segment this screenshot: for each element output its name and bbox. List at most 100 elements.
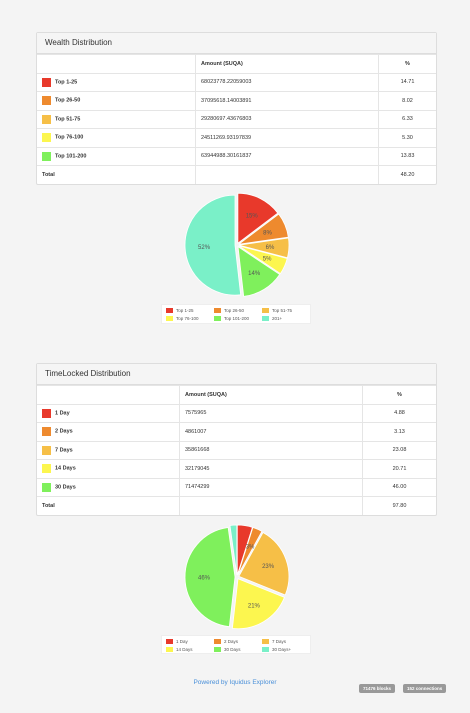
legend-swatch bbox=[214, 308, 221, 314]
row-label: Top 101-200 bbox=[55, 153, 87, 160]
row-label: Top 1-25 bbox=[55, 79, 78, 86]
pie-slice[interactable] bbox=[231, 578, 285, 630]
legend-item: 7 Days bbox=[262, 638, 286, 645]
row-label-cell: Top 26-50 bbox=[37, 91, 196, 110]
pie-slice[interactable] bbox=[229, 524, 238, 576]
pie-slice[interactable] bbox=[237, 245, 281, 297]
pie-slice[interactable] bbox=[238, 531, 290, 596]
color-swatch bbox=[42, 464, 51, 474]
timelocked-distribution-table: Amount (SUQA) % 1 Day 7575965 4.88 2 Days 48… bbox=[37, 385, 436, 515]
row-label-cell: 14 Days bbox=[37, 459, 180, 478]
row-label-cell: 2 Days bbox=[37, 422, 180, 441]
pie-slice-label: 15% bbox=[246, 213, 259, 219]
wealth-distribution-panel: Wealth Distribution Amount (SUQA) % Top … bbox=[36, 32, 437, 185]
legend-label: 2 Days bbox=[224, 639, 239, 644]
legend-label: Top 51-75 bbox=[272, 308, 293, 313]
total-label: Total bbox=[37, 165, 196, 184]
table-row: 14 Days 32179045 20.71 bbox=[37, 459, 436, 478]
row-amount: 68023778.22059003 bbox=[195, 72, 379, 92]
wealth-distribution-table: Amount (SUQA) % Top 1-25 68023778.2205900… bbox=[37, 54, 436, 184]
legend-swatch bbox=[166, 316, 173, 322]
row-amount: 71474299 bbox=[179, 477, 363, 497]
pie-slice[interactable] bbox=[236, 524, 253, 576]
row-percent: 4.88 bbox=[362, 403, 436, 423]
pie-slice-label: 8% bbox=[263, 230, 272, 236]
row-percent: 6.33 bbox=[378, 109, 436, 129]
legend-swatch bbox=[214, 639, 221, 645]
color-swatch bbox=[42, 445, 51, 455]
color-swatch bbox=[42, 133, 51, 143]
legend-label: 30 Days+ bbox=[272, 647, 292, 652]
row-amount: 24511269.93197839 bbox=[195, 128, 379, 147]
legend-swatch bbox=[166, 647, 173, 653]
header-label bbox=[37, 54, 196, 73]
row-label-cell: Top 76-100 bbox=[37, 128, 196, 147]
legend-swatch bbox=[262, 647, 269, 653]
legend-label: Top 76-100 bbox=[176, 316, 199, 321]
row-percent: 13.83 bbox=[378, 146, 436, 166]
row-label: 14 Days bbox=[55, 465, 76, 472]
table-row: Top 76-100 24511269.93197839 5.30 bbox=[37, 128, 436, 147]
total-percent: 97.80 bbox=[362, 496, 436, 515]
legend-item: Top 51-75 bbox=[262, 307, 292, 314]
pie-slice[interactable] bbox=[238, 237, 290, 259]
total-percent: 48.20 bbox=[378, 165, 436, 184]
pie-slice[interactable] bbox=[184, 527, 236, 628]
legend-item: Top 26-50 bbox=[214, 307, 244, 314]
table-row: 1 Day 7575965 4.88 bbox=[37, 403, 436, 423]
row-amount: 63944988.30161837 bbox=[195, 146, 379, 166]
pie-slice-label: 52% bbox=[198, 245, 211, 251]
row-percent: 3.13 bbox=[362, 422, 436, 441]
legend-item: 201+ bbox=[262, 315, 282, 322]
row-label: 2 Days bbox=[55, 428, 73, 435]
header-percent: % bbox=[378, 54, 436, 73]
row-label: Top 76-100 bbox=[55, 134, 84, 141]
row-amount: 29280697.43676803 bbox=[195, 109, 379, 129]
pie-slice-label: 21% bbox=[248, 603, 261, 609]
wealth-pie-legend: Top 1-25 Top 26-50 Top 51-75 Top 76-100 Top … bbox=[161, 304, 311, 324]
legend-label: 30 Days bbox=[224, 647, 241, 652]
pie-slice[interactable] bbox=[237, 526, 263, 576]
legend-label: 201+ bbox=[272, 316, 283, 321]
legend-item: Top 76-100 bbox=[166, 315, 199, 322]
row-percent: 14.71 bbox=[378, 72, 436, 92]
legend-label: 14 Days bbox=[176, 647, 193, 652]
row-label-cell: 7 Days bbox=[37, 440, 180, 460]
pie-slice[interactable] bbox=[238, 213, 289, 245]
powered-by-link[interactable]: Powered by Iquidus Explorer bbox=[193, 679, 277, 686]
header-amount: Amount (SUQA) bbox=[195, 54, 379, 73]
row-percent: 23.08 bbox=[362, 440, 436, 460]
legend-item: Top 101-200 bbox=[214, 315, 249, 322]
timelocked-pie-svg: 3% 23% 21% 46% bbox=[184, 524, 290, 630]
timelocked-pie-legend: 1 Day 2 Days 7 Days 14 Days 30 Days 30 Days+ bbox=[161, 635, 311, 654]
legend-label: Top 1-25 bbox=[176, 308, 194, 313]
pie-slice[interactable] bbox=[237, 192, 279, 245]
row-amount: 32179045 bbox=[179, 459, 363, 478]
legend-swatch bbox=[214, 316, 221, 322]
table-row: 30 Days 71474299 46.00 bbox=[37, 477, 436, 497]
pie-slice-label: 6% bbox=[266, 245, 275, 251]
row-label-cell: Top 1-25 bbox=[37, 72, 196, 92]
legend-swatch bbox=[166, 308, 173, 314]
wealth-pie-chart: 15% 8% 6% 5% 14% 52% bbox=[150, 190, 320, 300]
pie-slice[interactable] bbox=[184, 194, 242, 296]
legend-swatch bbox=[166, 639, 173, 645]
row-percent: 20.71 bbox=[362, 459, 436, 478]
pie-slice[interactable] bbox=[238, 245, 288, 275]
legend-label: 7 Days bbox=[272, 639, 287, 644]
color-swatch bbox=[42, 482, 51, 492]
color-swatch bbox=[42, 427, 51, 437]
row-label: 7 Days bbox=[55, 447, 73, 454]
row-label: 1 Day bbox=[55, 410, 70, 417]
row-amount: 4861007 bbox=[179, 422, 363, 441]
color-swatch bbox=[42, 96, 51, 106]
color-swatch bbox=[42, 114, 51, 124]
connections-badge: 152 connections bbox=[403, 684, 447, 693]
row-label-cell: Top 101-200 bbox=[37, 146, 196, 166]
row-label-cell: Top 51-75 bbox=[37, 109, 196, 129]
color-swatch bbox=[42, 151, 51, 161]
row-amount: 7575965 bbox=[179, 403, 363, 423]
table-header-row: Amount (SUQA) % bbox=[37, 54, 436, 73]
pie-slice-label: 14% bbox=[248, 271, 261, 277]
pie-slice-label: 23% bbox=[262, 564, 275, 570]
